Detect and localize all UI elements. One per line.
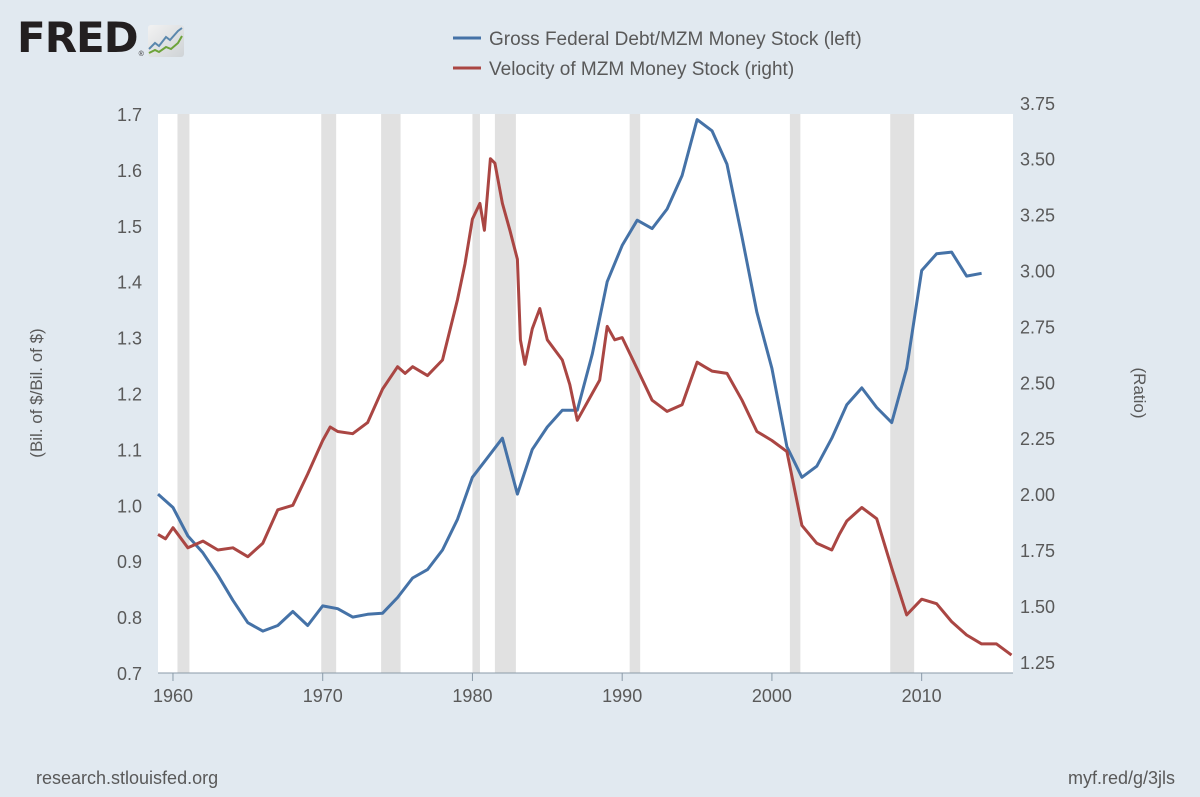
legend-label-debt-mzm: Gross Federal Debt/MZM Money Stock (left… — [489, 29, 862, 50]
right-axis-ticks: 3.75 3.50 3.25 3.00 2.75 2.50 2.25 2.00 1.75 1.50… — [1020, 94, 1055, 673]
left-tick-label: 1.5 — [117, 217, 142, 237]
left-tick-label: 0.7 — [117, 664, 142, 684]
recession-band — [177, 114, 190, 673]
right-tick-label: 1.25 — [1020, 653, 1055, 673]
right-tick-label: 1.75 — [1020, 541, 1055, 561]
logo-registered-mark: ® — [138, 51, 144, 58]
left-tick-label: 1.1 — [117, 440, 142, 460]
left-tick-label: 1.4 — [117, 273, 142, 293]
footer-short-link[interactable]: myf.red/g/3jls — [1067, 768, 1175, 788]
series-line-debt-mzm — [157, 118, 982, 633]
left-axis-title: (Bil. of $/Bil. of $) — [27, 328, 46, 457]
fred-logo[interactable]: FRED ® — [17, 13, 185, 62]
left-tick-label: 1.0 — [117, 496, 142, 516]
x-tick-label: 2000 — [752, 686, 792, 706]
recession-band — [381, 114, 401, 673]
recession-band — [890, 114, 915, 673]
recession-band — [321, 114, 337, 673]
left-tick-label: 0.8 — [117, 608, 142, 628]
x-tick-label: 1990 — [602, 686, 642, 706]
footer-source[interactable]: research.stlouisfed.org — [36, 768, 219, 788]
left-axis-ticks: 1.7 1.6 1.5 1.4 1.3 1.2 1.1 1.0 0.9 0.8 0.7 — [117, 105, 142, 684]
recession-band — [494, 114, 516, 673]
right-tick-label: 3.00 — [1020, 262, 1055, 282]
x-tick-label: 1970 — [303, 686, 343, 706]
chart-logo-icon — [147, 25, 184, 57]
recession-band — [629, 114, 641, 673]
x-tick-label: 1960 — [153, 686, 193, 706]
right-axis-title: (Ratio) — [1130, 367, 1149, 418]
plot-area — [158, 114, 1013, 673]
right-tick-label: 2.75 — [1020, 317, 1055, 337]
right-tick-label: 3.25 — [1020, 206, 1055, 226]
legend-label-velocity: Velocity of MZM Money Stock (right) — [489, 59, 794, 80]
right-tick-label: 2.50 — [1020, 373, 1055, 393]
x-axis-ticks: 1960 1970 1980 1990 2000 2010 — [153, 673, 942, 706]
recession-bands — [177, 114, 915, 673]
recession-band — [472, 114, 480, 673]
logo-text: FRED — [17, 13, 139, 62]
x-tick-label: 1980 — [452, 686, 492, 706]
series-line-velocity — [157, 157, 1013, 657]
recession-band — [789, 114, 801, 673]
right-tick-label: 2.00 — [1020, 485, 1055, 505]
right-tick-label: 1.50 — [1020, 597, 1055, 617]
left-tick-label: 1.3 — [117, 329, 142, 349]
right-tick-label: 3.75 — [1020, 94, 1055, 114]
right-tick-label: 3.50 — [1020, 150, 1055, 170]
left-tick-label: 1.2 — [117, 385, 142, 405]
left-tick-label: 1.6 — [117, 161, 142, 181]
left-tick-label: 1.7 — [117, 105, 142, 125]
right-tick-label: 2.25 — [1020, 429, 1055, 449]
legend: Gross Federal Debt/MZM Money Stock (left… — [453, 29, 862, 80]
left-tick-label: 0.9 — [117, 552, 142, 572]
x-tick-label: 2010 — [902, 686, 942, 706]
